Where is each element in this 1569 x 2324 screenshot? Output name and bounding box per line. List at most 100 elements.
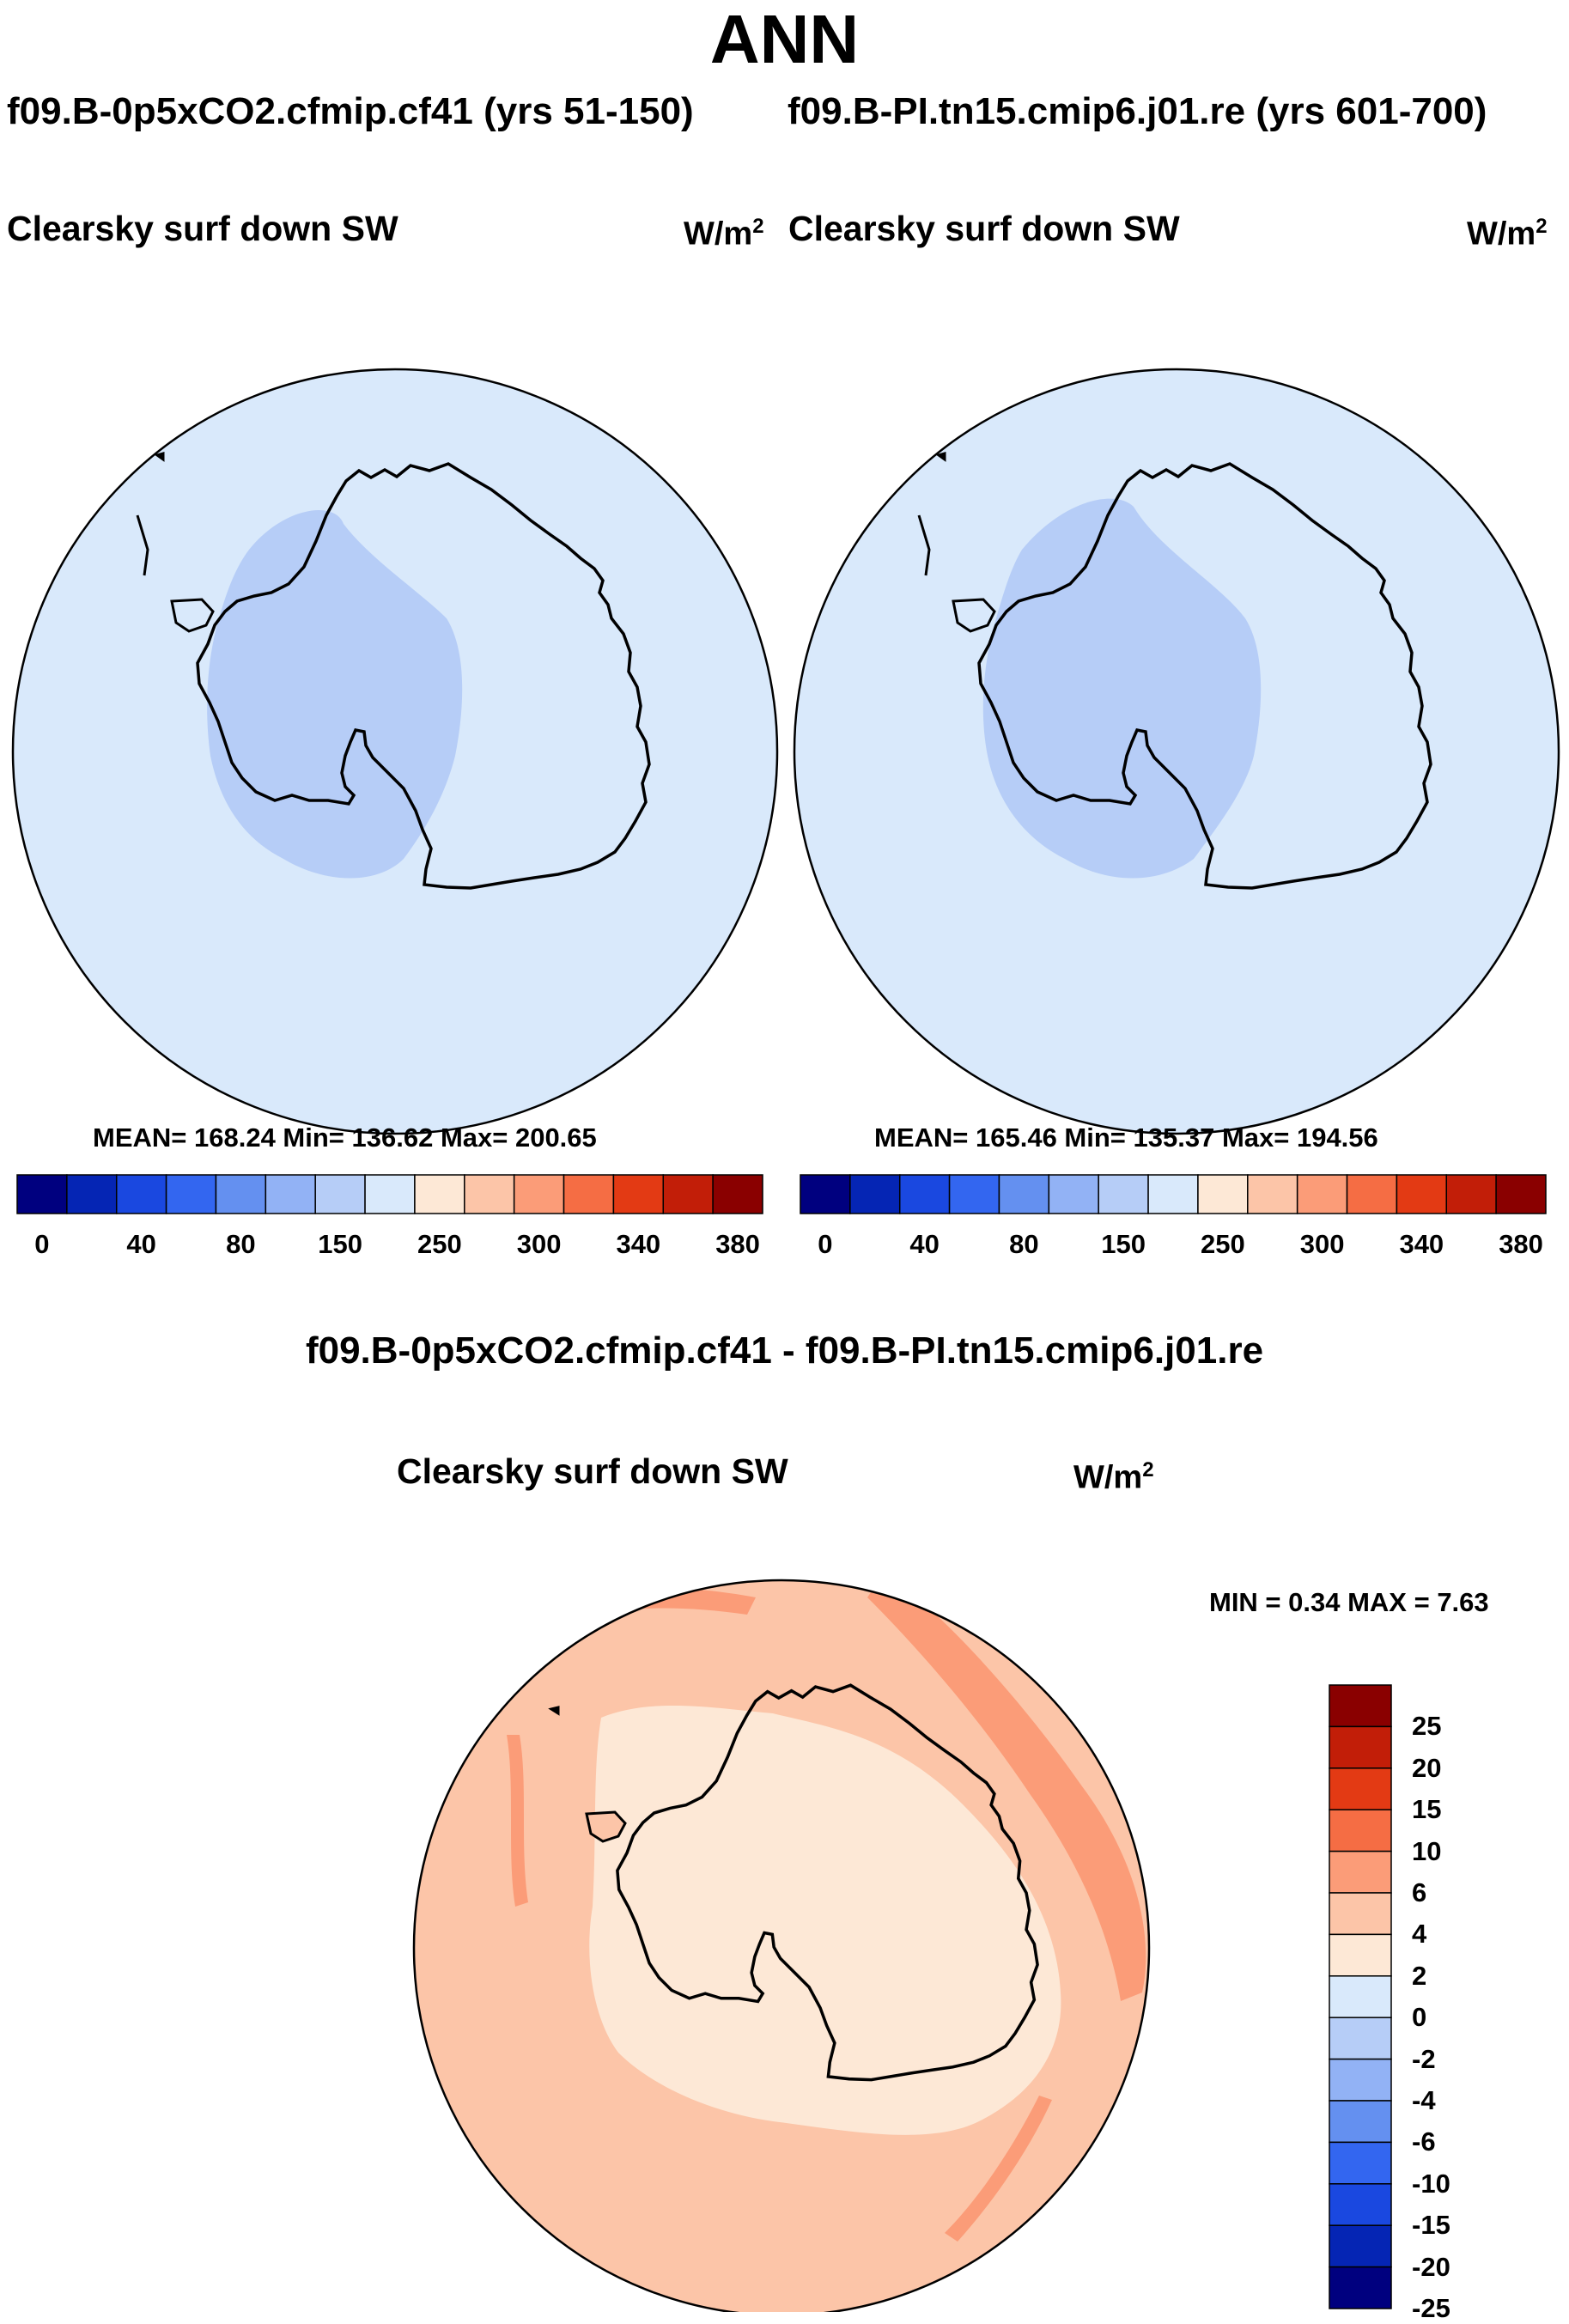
map-left-border xyxy=(11,368,779,1135)
colorbar-tick-label: -6 xyxy=(1412,2126,1436,2157)
colorbar-swatch xyxy=(1296,1174,1348,1214)
island-outline xyxy=(170,598,215,633)
diff-title: f09.B-0p5xCO2.cfmip.cf41 - f09.B-PI.tn15… xyxy=(305,1329,1264,1372)
colorbar-tick-label: -2 xyxy=(1412,2043,1436,2074)
colorbar-swatch xyxy=(16,1174,68,1214)
case-title-right: f09.B-PI.tn15.cmip6.j01.re (yrs 601-700) xyxy=(788,90,1487,132)
panel-title-left: Clearsky surf down SW xyxy=(7,209,398,248)
map-left xyxy=(13,369,777,1134)
colorbar-swatch xyxy=(1329,2141,1392,2185)
colorbar-swatch xyxy=(800,1174,851,1214)
colorbar-swatch xyxy=(998,1174,1050,1214)
west-antarctica-region xyxy=(207,510,463,879)
colorbar-tick-label: -25 xyxy=(1412,2293,1450,2323)
colorbar-tick-label: 300 xyxy=(516,1229,562,1259)
colorbar-tick-label: -10 xyxy=(1412,2168,1450,2199)
colorbar-tick-label: 40 xyxy=(126,1229,156,1259)
colorbar-tick-label: 4 xyxy=(1412,1919,1427,1950)
colorbar-tick-label: 15 xyxy=(1412,1794,1442,1825)
colorbar-tick-label: 150 xyxy=(318,1229,362,1259)
colorbar-tick-label: 340 xyxy=(616,1229,661,1259)
colorbar-tick-label: -20 xyxy=(1412,2251,1450,2282)
map-right xyxy=(794,369,1559,1134)
colorbar-swatch xyxy=(1329,1684,1392,1728)
colorbar-tick-label: 6 xyxy=(1412,1877,1427,1907)
colorbar-tick-label: 150 xyxy=(1101,1229,1146,1259)
colorbar-tick-label: 80 xyxy=(226,1229,256,1259)
colorbar-tick-label: 2 xyxy=(1412,1960,1427,1991)
colorbar-swatch xyxy=(513,1174,565,1214)
colorbar-swatch xyxy=(165,1174,217,1214)
colorbar-swatch xyxy=(364,1174,416,1214)
panel-title-right: Clearsky surf down SW xyxy=(788,209,1180,248)
colorbar-tick-label: -15 xyxy=(1412,2210,1450,2241)
colorbar-tick-label: 25 xyxy=(1412,1711,1442,1742)
panel-title-diff: Clearsky surf down SW xyxy=(397,1451,788,1491)
colorbar-tick-label: 0 xyxy=(1412,2002,1427,2033)
colorbar-tick-label: 340 xyxy=(1399,1229,1444,1259)
colorbar-tick-label: 10 xyxy=(1412,1835,1442,1866)
colorbar-swatch xyxy=(1346,1174,1398,1214)
colorbar-swatch xyxy=(265,1174,316,1214)
colorbar-tick-label: 80 xyxy=(1009,1229,1039,1259)
colorbar-swatch xyxy=(215,1174,267,1214)
colorbar-swatch xyxy=(1147,1174,1199,1214)
units-left: W/m2 xyxy=(684,215,764,252)
colorbar-swatch xyxy=(662,1174,714,1214)
colorbar-swatch xyxy=(1396,1174,1448,1214)
stats-right: MEAN= 165.46 Min= 135.37 Max= 194.56 xyxy=(874,1122,1378,1153)
colorbar-tick-label: -4 xyxy=(1412,2085,1436,2115)
colorbar-tick-label: 380 xyxy=(715,1229,760,1259)
map-diff-border xyxy=(412,1579,1151,2312)
colorbar-swatch xyxy=(66,1174,118,1214)
colorbar-swatch xyxy=(612,1174,665,1214)
colorbar-swatch xyxy=(1048,1174,1099,1214)
colorbar-swatch xyxy=(1329,1850,1392,1894)
colorbar-tick-label: 250 xyxy=(1200,1229,1245,1259)
colorbar-swatch xyxy=(1329,1767,1392,1810)
positive-anomaly-band xyxy=(867,1580,1146,2001)
colorbar-tick-label: 0 xyxy=(34,1229,50,1259)
colorbar-swatch xyxy=(1329,1725,1392,1769)
island-outline xyxy=(548,1706,560,1716)
colorbar-swatch xyxy=(1329,1892,1392,1936)
colorbar-swatch xyxy=(1329,2266,1392,2309)
island-outline xyxy=(952,598,996,633)
antarctic-interior-region xyxy=(589,1705,1061,2135)
map-right-border xyxy=(793,368,1560,1135)
positive-anomaly-band xyxy=(507,1735,528,1907)
map-diff xyxy=(414,1580,1149,2312)
colorbar-swatch xyxy=(712,1174,763,1214)
island-outline xyxy=(154,452,165,462)
colorbar-tick-label: 380 xyxy=(1499,1229,1543,1259)
peninsula-outline xyxy=(917,514,931,576)
colorbar-swatch xyxy=(1329,2183,1392,2226)
positive-anomaly-band xyxy=(945,2096,1052,2242)
colorbar-swatch xyxy=(1247,1174,1298,1214)
colorbar-tick-label: 300 xyxy=(1299,1229,1345,1259)
colorbar-swatch xyxy=(115,1174,167,1214)
colorbar-swatch xyxy=(1329,2224,1392,2268)
colorbar-swatch xyxy=(314,1174,366,1214)
colorbar-tick-label: 250 xyxy=(417,1229,462,1259)
main-title: ANN xyxy=(709,1,860,77)
stats-left: MEAN= 168.24 Min= 136.62 Max= 200.65 xyxy=(93,1122,597,1153)
colorbar-swatch xyxy=(1495,1174,1547,1214)
colorbar-swatch xyxy=(464,1174,515,1214)
colorbar-tick-label: 20 xyxy=(1412,1752,1442,1783)
colorbar-swatch xyxy=(1329,2017,1392,2060)
colorbar-swatch xyxy=(1329,2058,1392,2102)
units-diff: W/m2 xyxy=(1073,1458,1154,1496)
units-right: W/m2 xyxy=(1467,215,1548,252)
colorbar-diff xyxy=(1329,1684,1392,2309)
colorbar-swatch xyxy=(1098,1174,1149,1214)
colorbar-tick-label: 0 xyxy=(818,1229,833,1259)
colorbar-swatch xyxy=(1329,1933,1392,1977)
colorbar-swatch xyxy=(898,1174,951,1214)
colorbar-left xyxy=(16,1174,763,1214)
colorbar-swatch xyxy=(563,1174,615,1214)
stats-diff: MIN = 0.34 MAX = 7.63 xyxy=(1209,1587,1489,1617)
colorbar-tick-label: 40 xyxy=(909,1229,940,1259)
island-outline xyxy=(585,1810,627,1843)
